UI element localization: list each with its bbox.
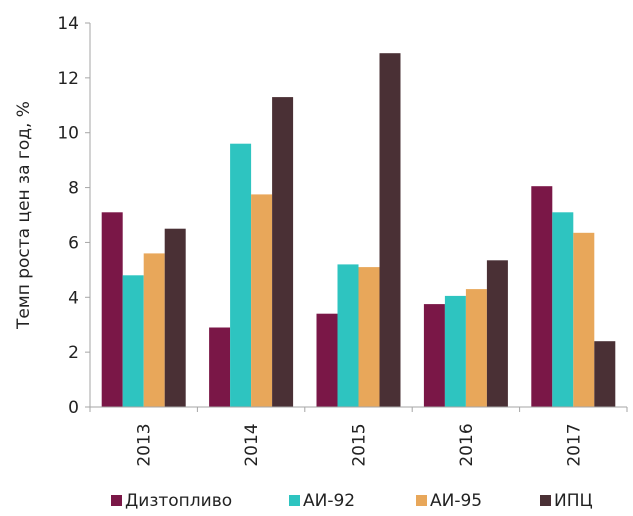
legend-swatch (289, 495, 300, 506)
bars-group (101, 53, 616, 407)
x-category-label: 2016 (457, 423, 477, 466)
x-category-label: 2015 (350, 423, 370, 466)
y-tick-label: 12 (57, 69, 79, 89)
bar-2017-2 (552, 212, 574, 407)
y-tick-label: 2 (68, 343, 79, 363)
legend-swatch (416, 495, 427, 506)
bar-2014-2 (230, 143, 252, 407)
x-category-label: 2014 (242, 423, 262, 466)
bar-2015-3 (358, 267, 380, 407)
bar-2015-1 (316, 313, 338, 407)
legend: Дизтопливо АИ-92 АИ-95 ИПЦ (111, 491, 593, 511)
bar-2016-1 (423, 304, 445, 407)
legend-label: АИ-95 (430, 491, 482, 511)
y-tick-label: 6 (68, 233, 79, 253)
y-ticks-group: 0 2 4 6 8 10 12 14 (57, 14, 90, 418)
bar-2014-4 (272, 97, 294, 407)
bar-2015-4 (379, 53, 401, 407)
bar-2013-4 (164, 228, 186, 407)
bar-2015-2 (337, 264, 359, 407)
legend-label: Дизтопливо (125, 491, 232, 511)
bar-2017-4 (594, 341, 616, 407)
x-categories-group: 2013 2014 2015 2016 2017 (89, 407, 628, 467)
y-tick-label: 10 (57, 124, 79, 144)
y-axis-label: Темп роста цен за год, % (14, 101, 34, 330)
axes-group (89, 23, 627, 408)
y-tick-label: 4 (68, 288, 79, 308)
bar-2013-2 (122, 275, 144, 407)
bar-2014-1 (209, 327, 231, 407)
x-category-label: 2017 (564, 423, 584, 466)
bar-2014-3 (251, 194, 273, 407)
legend-swatch (540, 495, 551, 506)
y-tick-label: 14 (57, 14, 79, 34)
bar-2013-3 (143, 253, 165, 407)
bar-2016-4 (486, 260, 508, 407)
y-tick-label: 0 (68, 398, 79, 418)
bar-2017-3 (573, 232, 595, 407)
legend-swatch (111, 495, 122, 506)
legend-label: ИПЦ (554, 491, 593, 511)
x-category-label: 2013 (135, 423, 155, 466)
bar-2016-2 (444, 295, 466, 407)
bar-2016-3 (465, 289, 487, 407)
bar-2013-1 (101, 212, 123, 407)
legend-label: АИ-92 (303, 491, 355, 511)
y-tick-label: 8 (68, 179, 79, 199)
bar-2017-1 (531, 186, 553, 407)
